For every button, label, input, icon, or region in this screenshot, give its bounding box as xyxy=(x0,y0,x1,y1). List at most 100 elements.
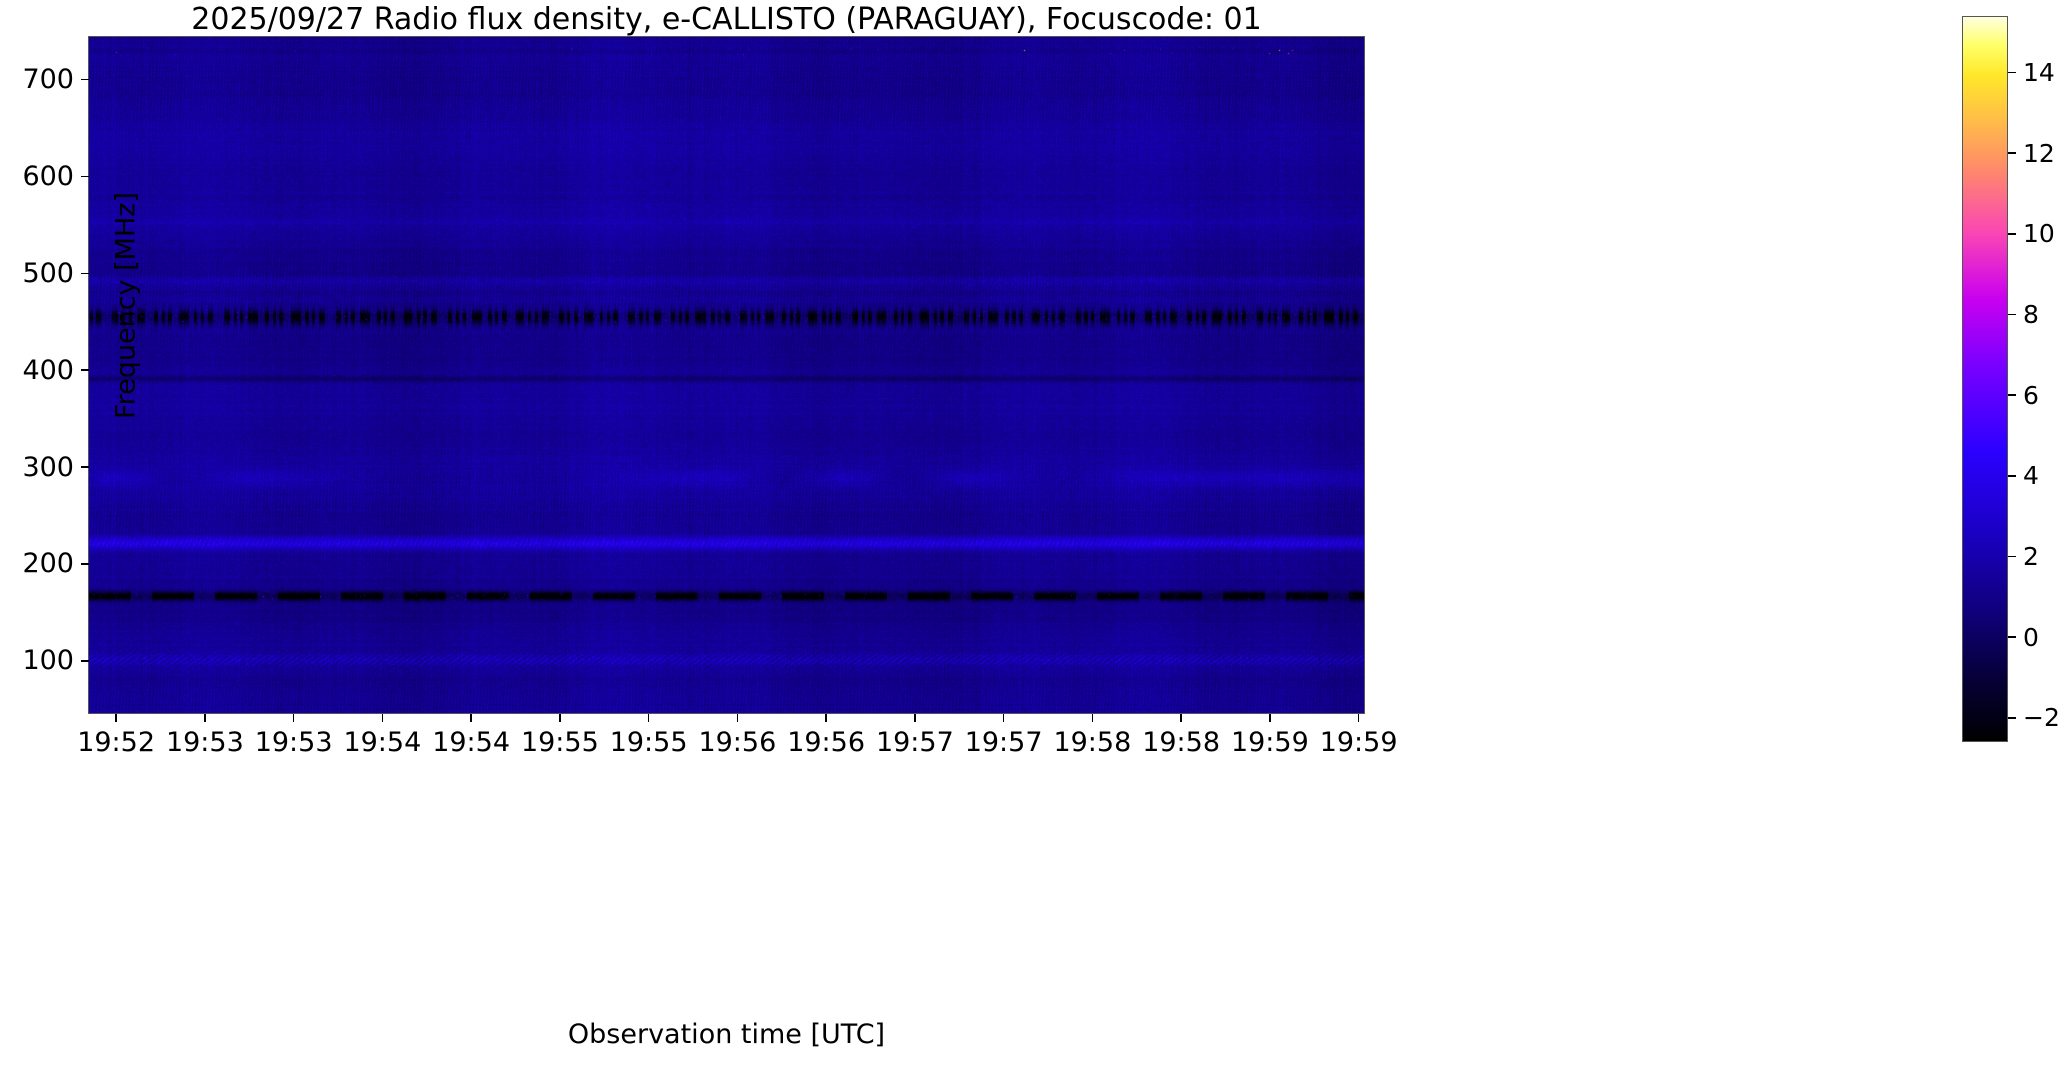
x-axis-tick-label: 19:58 xyxy=(1053,727,1132,758)
x-axis-tick: 19:53 xyxy=(234,714,354,756)
x-axis-tick: 19:54 xyxy=(411,714,531,756)
colorbar-tick-label: 8 xyxy=(2023,299,2039,329)
colorbar-tick-label: 4 xyxy=(2023,461,2039,491)
x-axis-tick-mark xyxy=(1357,714,1360,722)
colorbar-tick: 8 xyxy=(2008,300,2039,328)
x-axis-tick-mark xyxy=(1180,714,1182,722)
y-axis-label: Frequency [MHz] xyxy=(110,192,142,419)
x-axis-tick-label: 19:54 xyxy=(432,727,510,758)
x-axis-tick-label: 19:57 xyxy=(875,727,954,758)
x-axis-tick-label: 19:53 xyxy=(165,727,244,758)
y-axis-tick: 400 xyxy=(0,355,89,385)
colorbar-tick: 6 xyxy=(2008,381,2039,409)
x-axis-tick-mark xyxy=(647,714,650,722)
colorbar-tick-mark xyxy=(2008,717,2016,719)
colorbar-tick: 10 xyxy=(2008,220,2055,248)
x-axis-tick-mark xyxy=(1091,714,1094,722)
colorbar-tick: 0 xyxy=(2008,623,2039,651)
x-axis-tick-label: 19:54 xyxy=(343,727,422,758)
colorbar-tick-label: 10 xyxy=(2023,219,2055,249)
y-axis-tick: 200 xyxy=(0,549,89,579)
x-axis-tick: 19:56 xyxy=(677,714,797,756)
colorbar-tick-mark xyxy=(2008,394,2016,396)
x-axis-label: Observation time [UTC] xyxy=(567,1019,886,1050)
x-axis-tick: 19:55 xyxy=(589,714,709,756)
x-axis-tick-label: 19:56 xyxy=(787,727,865,758)
x-axis-tick-mark xyxy=(470,714,472,722)
y-axis-tick: 300 xyxy=(0,452,89,482)
y-axis-tick-mark xyxy=(81,369,89,371)
x-axis-tick-mark xyxy=(292,714,295,722)
colorbar-tick: 4 xyxy=(2008,462,2039,490)
colorbar-tick-mark xyxy=(2008,152,2016,154)
y-axis-tick-mark xyxy=(81,659,89,662)
y-axis-tick-mark xyxy=(81,175,89,178)
colorbar-tick-label: 6 xyxy=(2023,380,2039,410)
y-axis-tick-label: 200 xyxy=(22,548,74,580)
x-axis-tick-mark xyxy=(1269,714,1271,722)
colorbar-tick-label: 12 xyxy=(2023,138,2055,168)
y-axis-tick: 700 xyxy=(0,65,89,95)
x-axis-tick: 19:59 xyxy=(1299,714,1419,756)
x-axis-tick-mark xyxy=(115,714,117,722)
x-axis-tick-label: 19:53 xyxy=(254,727,333,758)
y-axis-tick-label: 400 xyxy=(22,354,74,386)
x-axis-tick: 19:58 xyxy=(1121,714,1241,756)
colorbar-tick: −2 xyxy=(2008,704,2060,732)
y-axis-tick-mark xyxy=(81,78,89,81)
spectrogram-image xyxy=(89,37,1364,713)
colorbar-tick-mark xyxy=(2008,71,2016,74)
x-axis-tick: 19:56 xyxy=(766,714,886,756)
y-axis-tick-mark xyxy=(81,466,89,468)
x-axis-ticks: 19:52 19:53 19:53 19:54 19:54 19:55 19:55 19:56… xyxy=(0,714,2066,774)
x-axis-tick-mark xyxy=(1002,714,1005,722)
x-axis-tick: 19:59 xyxy=(1210,714,1330,756)
x-axis-tick-label: 19:57 xyxy=(964,727,1043,758)
x-axis-tick: 19:53 xyxy=(145,714,265,756)
colorbar-tick-label: 2 xyxy=(2023,541,2039,571)
colorbar-tick-label: −2 xyxy=(2023,703,2060,733)
colorbar-tick-mark xyxy=(2008,636,2016,638)
y-axis-tick-label: 100 xyxy=(22,645,74,677)
y-axis-tick-mark xyxy=(81,272,89,275)
x-axis-tick: 19:54 xyxy=(322,714,442,756)
x-axis-tick: 19:55 xyxy=(500,714,620,756)
y-axis-tick-label: 500 xyxy=(22,257,74,289)
x-axis-tick-label: 19:58 xyxy=(1142,727,1221,758)
x-axis-tick-label: 19:59 xyxy=(1319,727,1398,758)
colorbar-tick-mark xyxy=(2008,555,2016,558)
x-axis-tick-label: 19:52 xyxy=(77,727,155,758)
x-axis-tick: 19:52 xyxy=(56,714,176,756)
y-axis-tick-mark xyxy=(81,563,89,565)
colorbar: 14 12 10 8 6 4 2 0 −2 xyxy=(1962,16,2060,742)
x-axis-tick-label: 19:56 xyxy=(698,727,777,758)
y-axis-tick-label: 600 xyxy=(22,160,74,192)
spectrogram-plot-area xyxy=(88,36,1365,714)
colorbar-tick: 14 xyxy=(2008,58,2055,86)
x-axis-tick-mark xyxy=(825,714,827,722)
y-axis-tick-label: 300 xyxy=(22,451,74,483)
y-axis-tick-label: 700 xyxy=(22,64,74,96)
colorbar-tick-mark xyxy=(2008,313,2016,316)
x-axis-tick-mark xyxy=(736,714,739,722)
colorbar-tick: 12 xyxy=(2008,139,2055,167)
x-axis-tick: 19:57 xyxy=(944,714,1064,756)
x-axis-tick-label: 19:55 xyxy=(609,727,688,758)
x-axis-tick: 19:58 xyxy=(1032,714,1152,756)
y-axis-tick: 500 xyxy=(0,258,89,288)
x-axis-tick-mark xyxy=(381,714,384,722)
x-axis-tick: 19:57 xyxy=(855,714,975,756)
x-axis-tick-mark xyxy=(204,714,206,722)
page-title: 2025/09/27 Radio flux density, e-CALLIST… xyxy=(191,2,1262,37)
colorbar-tick-label: 14 xyxy=(2023,57,2055,87)
x-axis-tick-mark xyxy=(914,714,916,722)
colorbar-tick-mark xyxy=(2008,233,2016,235)
x-axis-tick-mark xyxy=(559,714,561,722)
x-axis-tick-label: 19:55 xyxy=(520,727,599,758)
y-axis-tick: 100 xyxy=(0,646,89,676)
colorbar-tick: 2 xyxy=(2008,542,2039,570)
x-axis-tick-label: 19:59 xyxy=(1230,727,1309,758)
colorbar-tick-mark xyxy=(2008,475,2016,477)
colorbar-tick-label: 0 xyxy=(2023,622,2039,652)
